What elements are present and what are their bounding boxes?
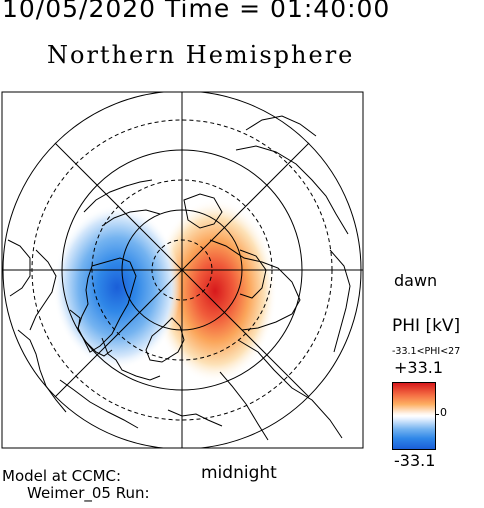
colorbar	[392, 382, 436, 450]
polar-potential-map	[1, 91, 364, 449]
coastlines	[7, 115, 351, 441]
dawn-label: dawn	[394, 271, 438, 290]
local-time-meridians	[2, 92, 363, 448]
potential-cells	[53, 199, 277, 383]
colorbar-title: PHI [kV]	[392, 316, 461, 336]
colorbar-max-label: +33.1	[394, 358, 444, 377]
colorbar-min-label: -33.1	[394, 451, 436, 470]
model-credit-line2: Weimer_05 Run:	[27, 484, 150, 502]
hemisphere-title: Northern Hemisphere	[47, 41, 355, 69]
date-time-title: 10/05/2020 Time = 01:40:00	[2, 0, 391, 23]
colorbar-zero-tick	[435, 414, 439, 415]
midnight-label: midnight	[201, 463, 277, 483]
colorbar-range: -33.1<PHI<27	[392, 346, 461, 357]
model-credit-line1: Model at CCMC:	[2, 467, 122, 485]
positive-potential-cell	[153, 199, 277, 383]
map-frame	[1, 91, 364, 449]
colorbar-zero-label: 0	[440, 406, 447, 419]
negative-potential-cell	[53, 205, 181, 369]
